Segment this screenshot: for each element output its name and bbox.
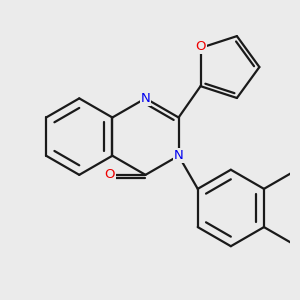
Text: O: O xyxy=(105,168,115,182)
Text: N: N xyxy=(141,92,150,105)
Text: O: O xyxy=(195,40,206,52)
Text: N: N xyxy=(174,149,184,162)
